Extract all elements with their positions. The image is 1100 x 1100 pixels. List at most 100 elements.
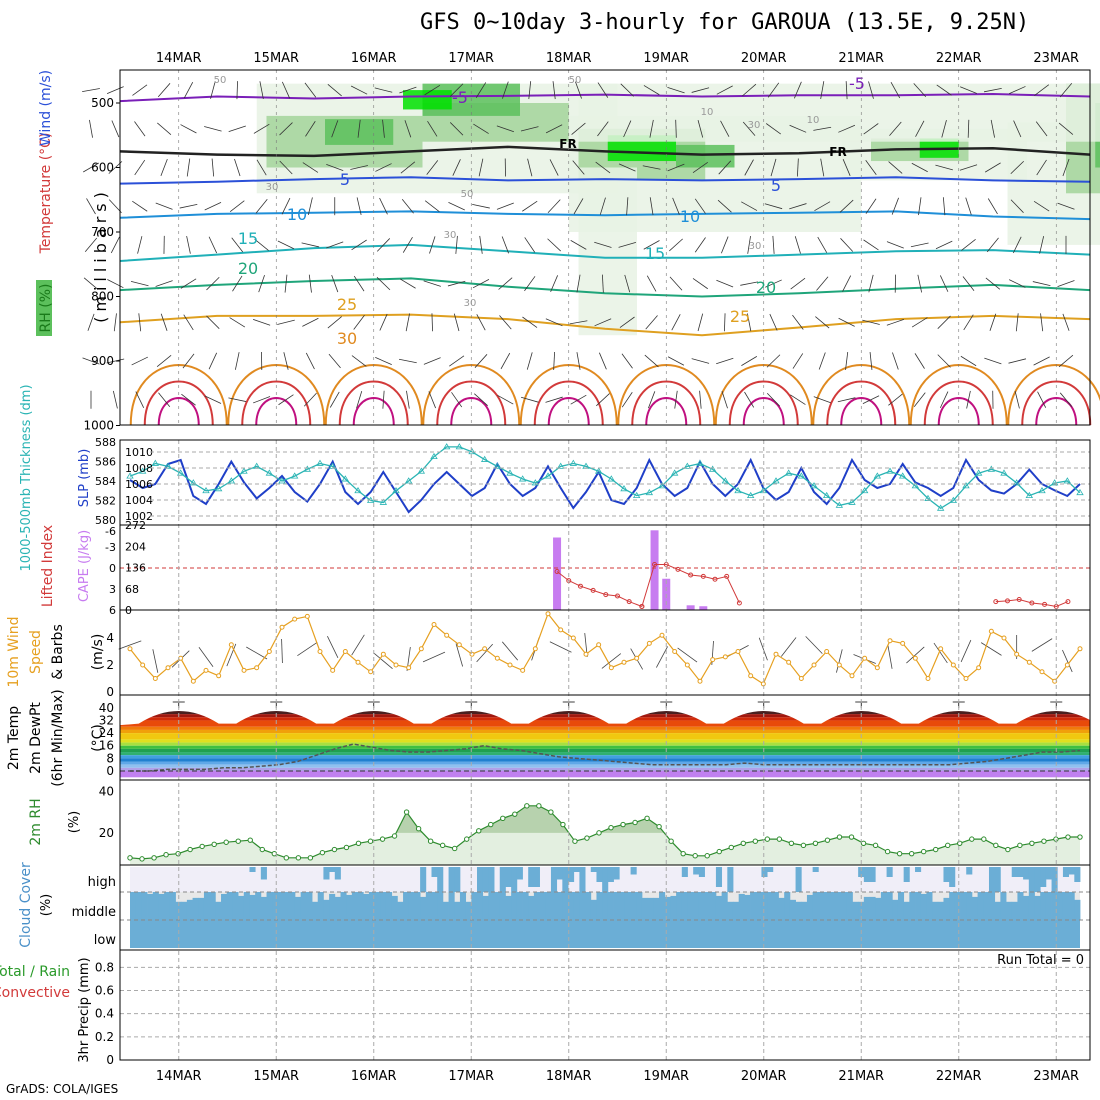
thickness-marker [721,477,730,484]
cloud-high-bar [1017,867,1024,877]
cloud-middle-bar [488,892,495,920]
cloud-high-bar [607,867,614,882]
wind-barb [939,275,949,292]
wind-barb [236,81,238,100]
wind-barb [526,352,533,370]
wind-barb [845,352,849,370]
wind-barb [134,121,146,137]
wind-barb-10m [118,640,142,650]
wind-barb [498,277,513,290]
cloud-middle-bar [824,892,831,920]
wind-barb [765,123,782,135]
wind-barb [327,316,342,329]
cape-bar [686,605,695,610]
isotherm-25 [119,313,1091,337]
cloud-middle-bar [442,901,449,920]
wind-barb [597,82,609,98]
wind-barb [942,197,946,216]
cloud-middle-bar [141,892,148,920]
lifted-index-marker [675,566,681,572]
wind-speed-marker [684,662,690,668]
rh-marker [163,852,169,858]
warm-isotherm-arch [923,380,994,426]
cloud-high-bar [329,867,336,872]
warm-isotherm-arch [728,380,799,426]
wind-barb [356,197,362,216]
slp-tick-label: 1006 [125,478,153,491]
panel-frame-wind [119,609,1091,696]
wind-speed-marker [469,651,475,657]
wind-barb [402,236,413,253]
warm-isotherm-arch [742,397,785,426]
cloud-middle-bar [294,896,302,920]
date-label-top: 22MAR [936,51,982,66]
wind-barb [82,357,100,365]
rh-shade-17 [578,83,1100,142]
cloud-middle-bar [306,892,313,920]
wind-barb [816,276,829,291]
wind-barb [132,200,148,212]
thickness-marker [848,498,856,505]
cloud-high-bar [943,867,950,882]
temp-band [120,767,1090,771]
rh-marker [680,850,686,857]
wind-barb [984,357,1002,365]
warm-isotherm-arch [157,397,200,426]
wind-speed-marker [444,632,450,638]
rh-marker [632,819,638,826]
thickness-marker [126,472,134,479]
thickness-tick-label: 584 [95,475,116,488]
wind-barb [963,314,974,331]
wind-barb [527,158,533,177]
cloud-middle-bar [249,894,256,920]
cloud-middle-bar [482,895,489,920]
rh-tick-label: 40 [99,784,114,798]
lifted-index-marker [626,599,632,605]
cloud-middle-bar [346,894,353,920]
wind-barb [913,83,927,98]
wind-barb [792,314,804,330]
date-label-bottom: 17MAR [448,1069,494,1084]
wind-barb [669,238,683,252]
cloud-middle-bar [693,892,700,920]
rh-marker [319,849,326,856]
wind-speed-marker [862,655,868,661]
cloud-middle-bar [135,892,142,920]
wind-barb [327,84,342,97]
wind-barb [602,274,604,293]
wind-barb-10m [887,645,893,669]
wind-barb [375,356,392,366]
rh-marker [175,850,181,857]
rh-marker [415,826,422,832]
wind-barb [83,277,99,290]
thickness-tick-label: 580 [95,514,116,527]
thickness-marker [797,472,806,479]
wind-barb [350,165,368,170]
wind-barb [865,198,877,214]
wind-barb [917,274,923,293]
wind-speed-marker [570,635,576,641]
rh-marker [836,834,843,840]
cloud-high-bar [499,867,506,892]
wind-barb [1057,280,1075,288]
wind-barb [621,392,633,408]
wind-barb [741,356,758,366]
temp-band [120,726,1090,730]
wind-barb [572,160,585,175]
wind-speed-marker [621,659,627,665]
rh-shade-9 [676,144,735,168]
wind-barb [839,199,854,213]
cloud-high-bar [795,867,802,892]
cloud-middle-bar [1023,895,1030,920]
rh-marker [656,823,662,830]
temp-band [120,714,1090,718]
thickness-marker [1038,486,1046,494]
wind-barb [520,396,539,403]
wind-barb [599,197,606,215]
date-label-top: 15MAR [253,51,299,66]
precip-tick-label: 0.6 [95,984,114,998]
wind-barb [186,236,191,254]
wind-tick-label: 2 [106,658,114,672]
cloud-high-bar [477,867,484,892]
cloud-unit-label: (%) [39,894,54,917]
